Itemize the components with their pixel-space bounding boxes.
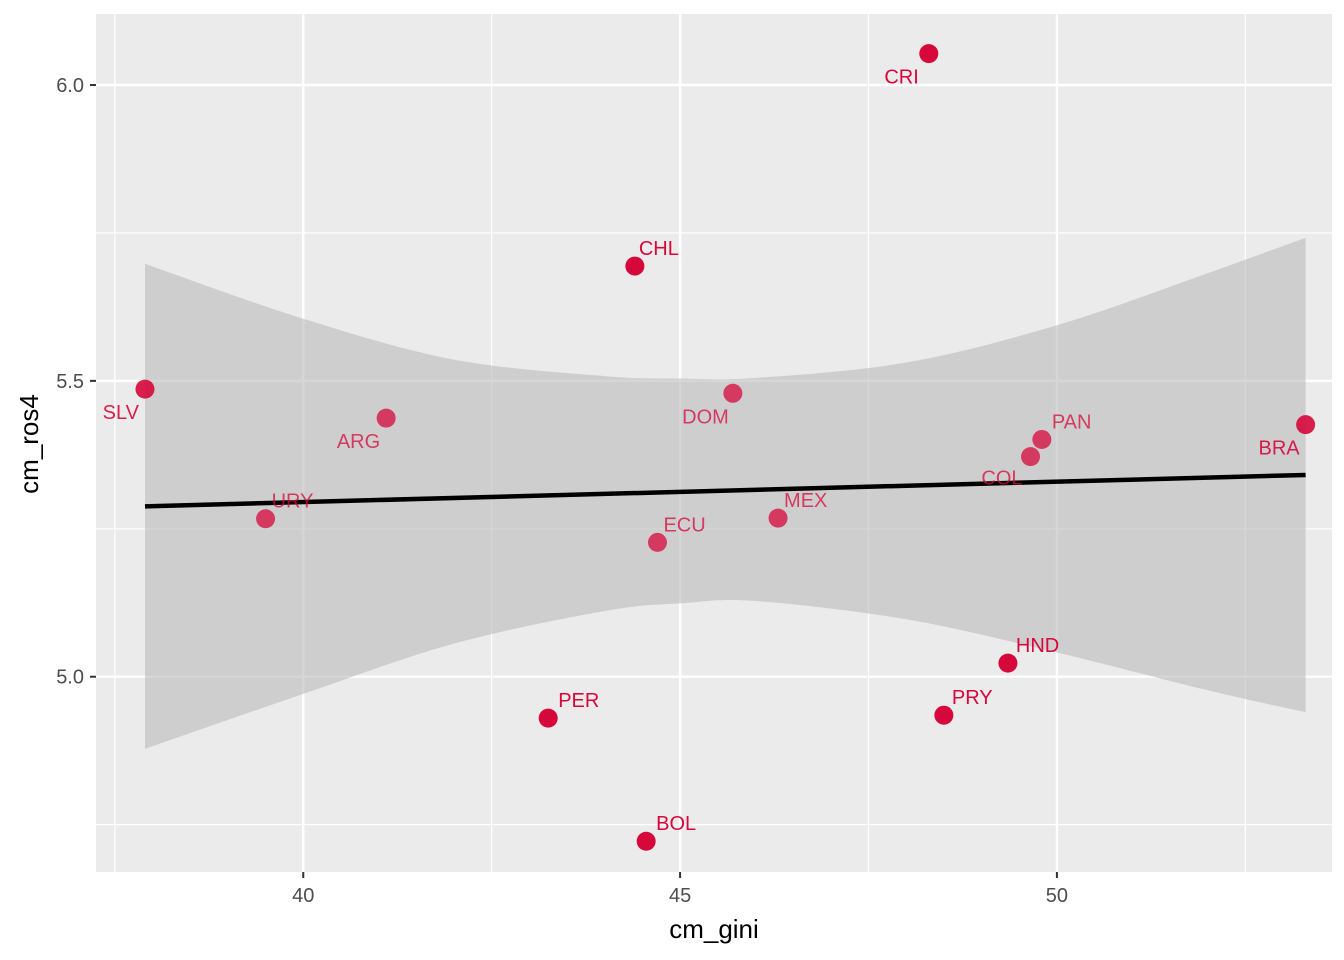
y-tick-label: 5.5 [56, 371, 84, 393]
point-mex [768, 508, 788, 528]
point-label-col: COL [981, 468, 1022, 490]
confidence-band [145, 237, 1306, 749]
point-labels: CRI CHL SLV ARG DOM PAN COL BRA URY MEX ECU HND PRY P… [103, 67, 1301, 836]
point-hnd [998, 653, 1018, 673]
point-label-pan: PAN [1052, 411, 1092, 433]
point-arg [376, 408, 396, 428]
point-label-cri: CRI [884, 67, 918, 89]
y-axis-title: cm_ros4 [14, 394, 44, 494]
point-label-per: PER [558, 690, 599, 712]
point-pan [1032, 429, 1052, 449]
y-tick-label: 5.0 [56, 667, 84, 689]
point-label-slv: SLV [103, 402, 140, 424]
point-per [538, 708, 558, 728]
point-label-chl: CHL [639, 238, 679, 260]
point-label-pry: PRY [952, 687, 993, 709]
point-bol [636, 831, 656, 851]
point-pry [934, 705, 954, 725]
point-cri [919, 44, 939, 64]
point-label-arg: ARG [337, 431, 380, 453]
point-ury [256, 509, 276, 529]
point-bra [1296, 415, 1316, 435]
point-dom [723, 383, 743, 403]
point-label-hnd: HND [1016, 635, 1059, 657]
trend-line [144, 472, 1306, 509]
point-label-ury: URY [272, 491, 314, 513]
x-tick-label: 50 [1046, 885, 1068, 907]
point-label-dom: DOM [682, 406, 729, 428]
point-slv [135, 379, 155, 399]
point-label-ecu: ECU [663, 514, 705, 536]
x-axis-title: cm_gini [669, 914, 759, 944]
point-chl [625, 256, 645, 276]
y-axis: 5.0 5.5 6.0 [56, 75, 96, 689]
point-label-mex: MEX [784, 490, 827, 512]
point-ecu [647, 532, 667, 552]
data-points [135, 44, 1316, 851]
x-tick-label: 40 [292, 885, 314, 907]
x-axis: 40 45 50 [292, 872, 1068, 907]
y-tick-label: 6.0 [56, 75, 84, 97]
x-tick-label: 45 [669, 885, 691, 907]
point-col [1021, 447, 1041, 467]
point-label-bol: BOL [656, 813, 696, 835]
point-label-bra: BRA [1258, 438, 1300, 460]
